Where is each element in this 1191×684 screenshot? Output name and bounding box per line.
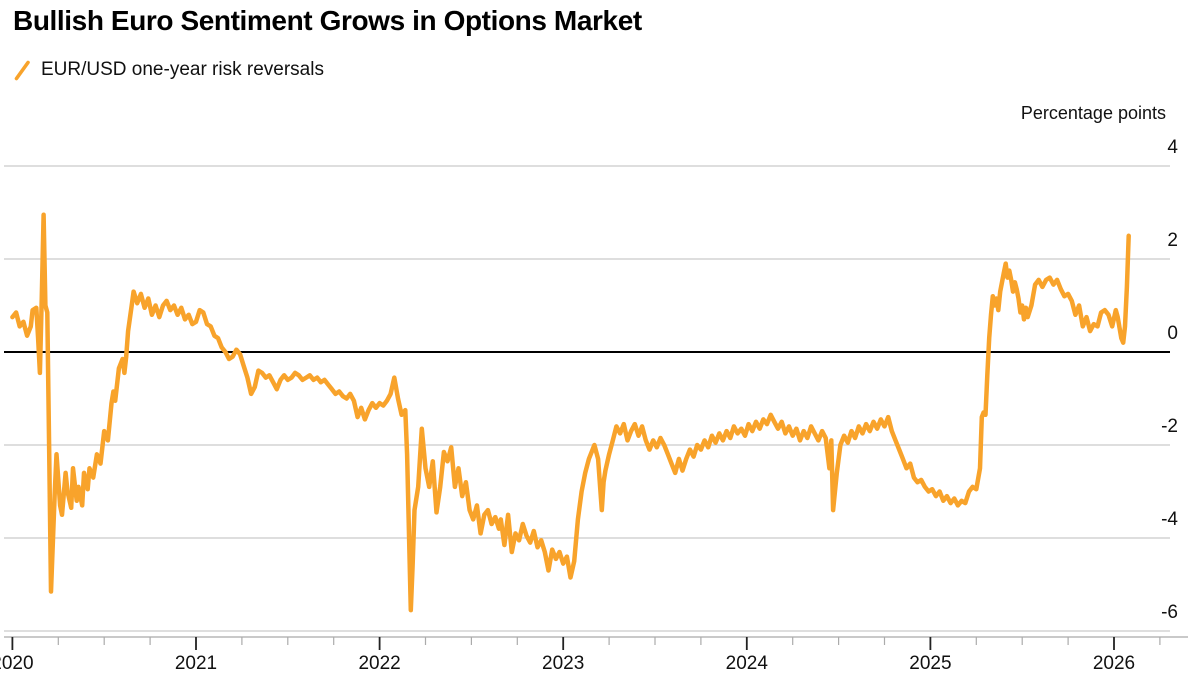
x-axis: [4, 636, 1188, 650]
y-tick-label: -2: [1161, 416, 1178, 437]
x-tick-label: 2026: [1092, 653, 1136, 674]
y-tick-label: 0: [1167, 323, 1178, 344]
y-axis-title: Percentage points: [1020, 103, 1166, 123]
x-tick-label: 2022: [358, 653, 401, 674]
y-tick-label: -4: [1161, 509, 1178, 530]
y-tick-label: 2: [1167, 230, 1178, 251]
series-line: [10, 212, 1131, 613]
y-tick-label: 4: [1167, 137, 1178, 158]
legend-label: EUR/USD one-year risk reversals: [41, 59, 324, 80]
x-tick-label: 2024: [725, 653, 768, 674]
gridlines: [4, 165, 1170, 632]
chart-title: Bullish Euro Sentiment Grows in Options …: [13, 5, 642, 36]
x-tick-label: 2023: [542, 653, 585, 674]
x-tick-label: 2021: [174, 653, 218, 674]
y-tick-label: -6: [1161, 602, 1178, 623]
series-layer: [10, 212, 1131, 613]
slash-icon: [14, 60, 30, 80]
legend: EUR/USD one-year risk reversals: [14, 59, 324, 81]
x-tick-label: 2025: [909, 653, 952, 674]
